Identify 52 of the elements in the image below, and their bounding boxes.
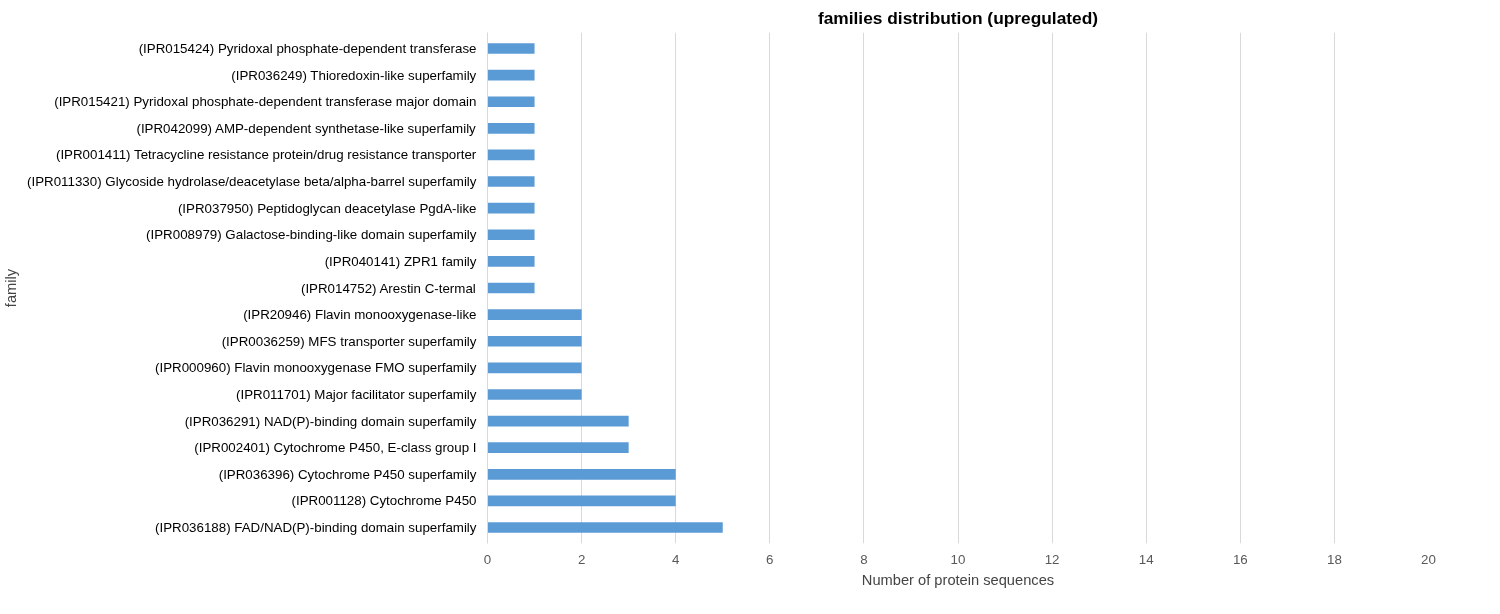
y-tick-label: (IPR014752) Arestin C-termal: [300, 280, 476, 296]
bar: [487, 362, 582, 374]
bar: [487, 468, 676, 480]
bar: [487, 256, 535, 267]
y-tick-label: (IPR037950) Peptidoglycan deacetylase PgdA-like: [177, 200, 477, 216]
y-tick-label: (IPR000960) Flavin monooxygenase FMO superfamily: [155, 360, 477, 376]
x-tick-label: 14: [1138, 551, 1155, 567]
y-tick-label: (IPR036249) Thioredoxin-like superfamily: [231, 67, 477, 83]
chart-title: families distribution (upregulated): [817, 7, 1099, 28]
x-tick-label: 10: [950, 551, 966, 567]
y-tick-label: (IPR036291) NAD(P)-binding domain superfamily: [184, 413, 477, 429]
y-tick-label: (IPR002401) Cytochrome P450, E-class group I: [194, 440, 477, 456]
bar: [487, 96, 535, 108]
y-tick-label: (IPR040141) ZPR1 family: [324, 253, 477, 269]
bar: [487, 415, 629, 427]
bar: [487, 282, 535, 294]
x-tick-label: 2: [577, 551, 586, 567]
x-axis-title: Number of protein sequences: [861, 571, 1055, 588]
y-tick-label: (IPR001128) Cytochrome P450: [291, 493, 477, 509]
x-tick-label: 8: [860, 551, 868, 567]
bar: [487, 389, 582, 400]
bar: [487, 442, 629, 454]
y-tick-label: (IPR015421) Pyridoxal phosphate-dependent transferase major domain: [54, 94, 477, 110]
bar: [487, 522, 723, 533]
x-tick-label: 4: [671, 551, 680, 567]
bar: [487, 202, 535, 214]
y-tick-label: (IPR042099) AMP-dependent synthetase-like superfamily: [136, 120, 477, 136]
bar: [487, 335, 582, 347]
y-tick-label: (IPR001411) Tetracycline resistance protein/drug resistance transporter: [55, 147, 477, 163]
y-axis-title: family: [3, 268, 20, 308]
y-tick-label: (IPR0036259) MFS transporter superfamily: [221, 333, 477, 349]
y-tick-label: (IPR011330) Glycoside hydrolase/deacetylase beta/alpha-barrel superfamily: [27, 174, 477, 190]
x-tick-label: 0: [483, 551, 492, 567]
bar: [487, 122, 535, 134]
y-tick-label: (IPR036396) Cytochrome P450 superfamily: [218, 466, 477, 482]
x-tick-label: 18: [1326, 551, 1342, 567]
bar: [487, 309, 582, 320]
y-tick-label: (IPR011701) Major facilitator superfamily: [236, 386, 477, 402]
x-tick-label: 6: [766, 551, 774, 567]
x-tick-label: 20: [1421, 551, 1436, 567]
bar: [487, 43, 535, 54]
bar: [487, 229, 535, 241]
y-tick-label: (IPR015424) Pyridoxal phosphate-dependent transferase: [138, 40, 477, 56]
y-tick-label: (IPR20946) Flavin monooxygenase-like: [243, 307, 477, 323]
x-tick-label: 12: [1044, 551, 1060, 567]
bar: [487, 69, 535, 81]
x-tick-label: 16: [1232, 551, 1248, 567]
bar: [487, 176, 535, 187]
y-tick-label: (IPR008979) Galactose-binding-like domain superfamily: [146, 227, 477, 243]
y-tick-label: (IPR036188) FAD/NAD(P)-binding domain superfamily: [155, 520, 477, 536]
bar: [487, 495, 676, 507]
bar: [487, 149, 535, 161]
